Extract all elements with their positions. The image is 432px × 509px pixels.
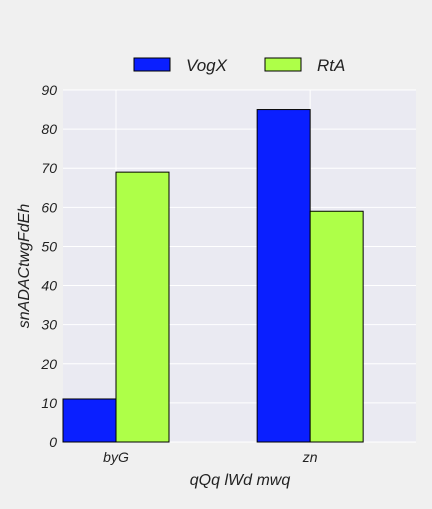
x-tick-label: byG <box>103 449 129 465</box>
bar-RtA-byG <box>115 171 170 443</box>
y-tick-label: 20 <box>40 356 57 372</box>
bars <box>62 109 364 443</box>
y-tick-label: 40 <box>41 278 57 294</box>
x-tick-label: zn <box>302 449 318 465</box>
legend-swatch-RtA <box>264 57 302 72</box>
legend-swatch-VogX <box>133 57 171 72</box>
y-tick-label: 10 <box>41 395 57 411</box>
legend-label-RtA: RtA <box>317 56 345 75</box>
bar-VogX-byG <box>62 398 117 443</box>
y-tick-label: 80 <box>41 121 57 137</box>
y-tick-label: 30 <box>41 317 57 333</box>
bar-VogX-zn <box>256 109 311 443</box>
y-tick-label: 70 <box>41 160 57 176</box>
y-tick-labels: 0 10 20 30 40 50 60 70 80 90 <box>40 82 57 450</box>
x-tick-labels: byG zn <box>103 449 318 465</box>
x-axis-label: qQq lWd mwq <box>190 472 291 489</box>
y-tick-label: 90 <box>41 82 57 98</box>
y-axis-label: snADACtwgFdEh <box>16 204 33 329</box>
legend: VogX RtA <box>133 56 345 75</box>
bar-RtA-zn <box>309 210 364 443</box>
y-tick-label: 50 <box>41 238 57 254</box>
y-tick-label: 60 <box>41 199 57 215</box>
y-tick-label: 0 <box>49 434 57 450</box>
legend-label-VogX: VogX <box>186 56 228 75</box>
